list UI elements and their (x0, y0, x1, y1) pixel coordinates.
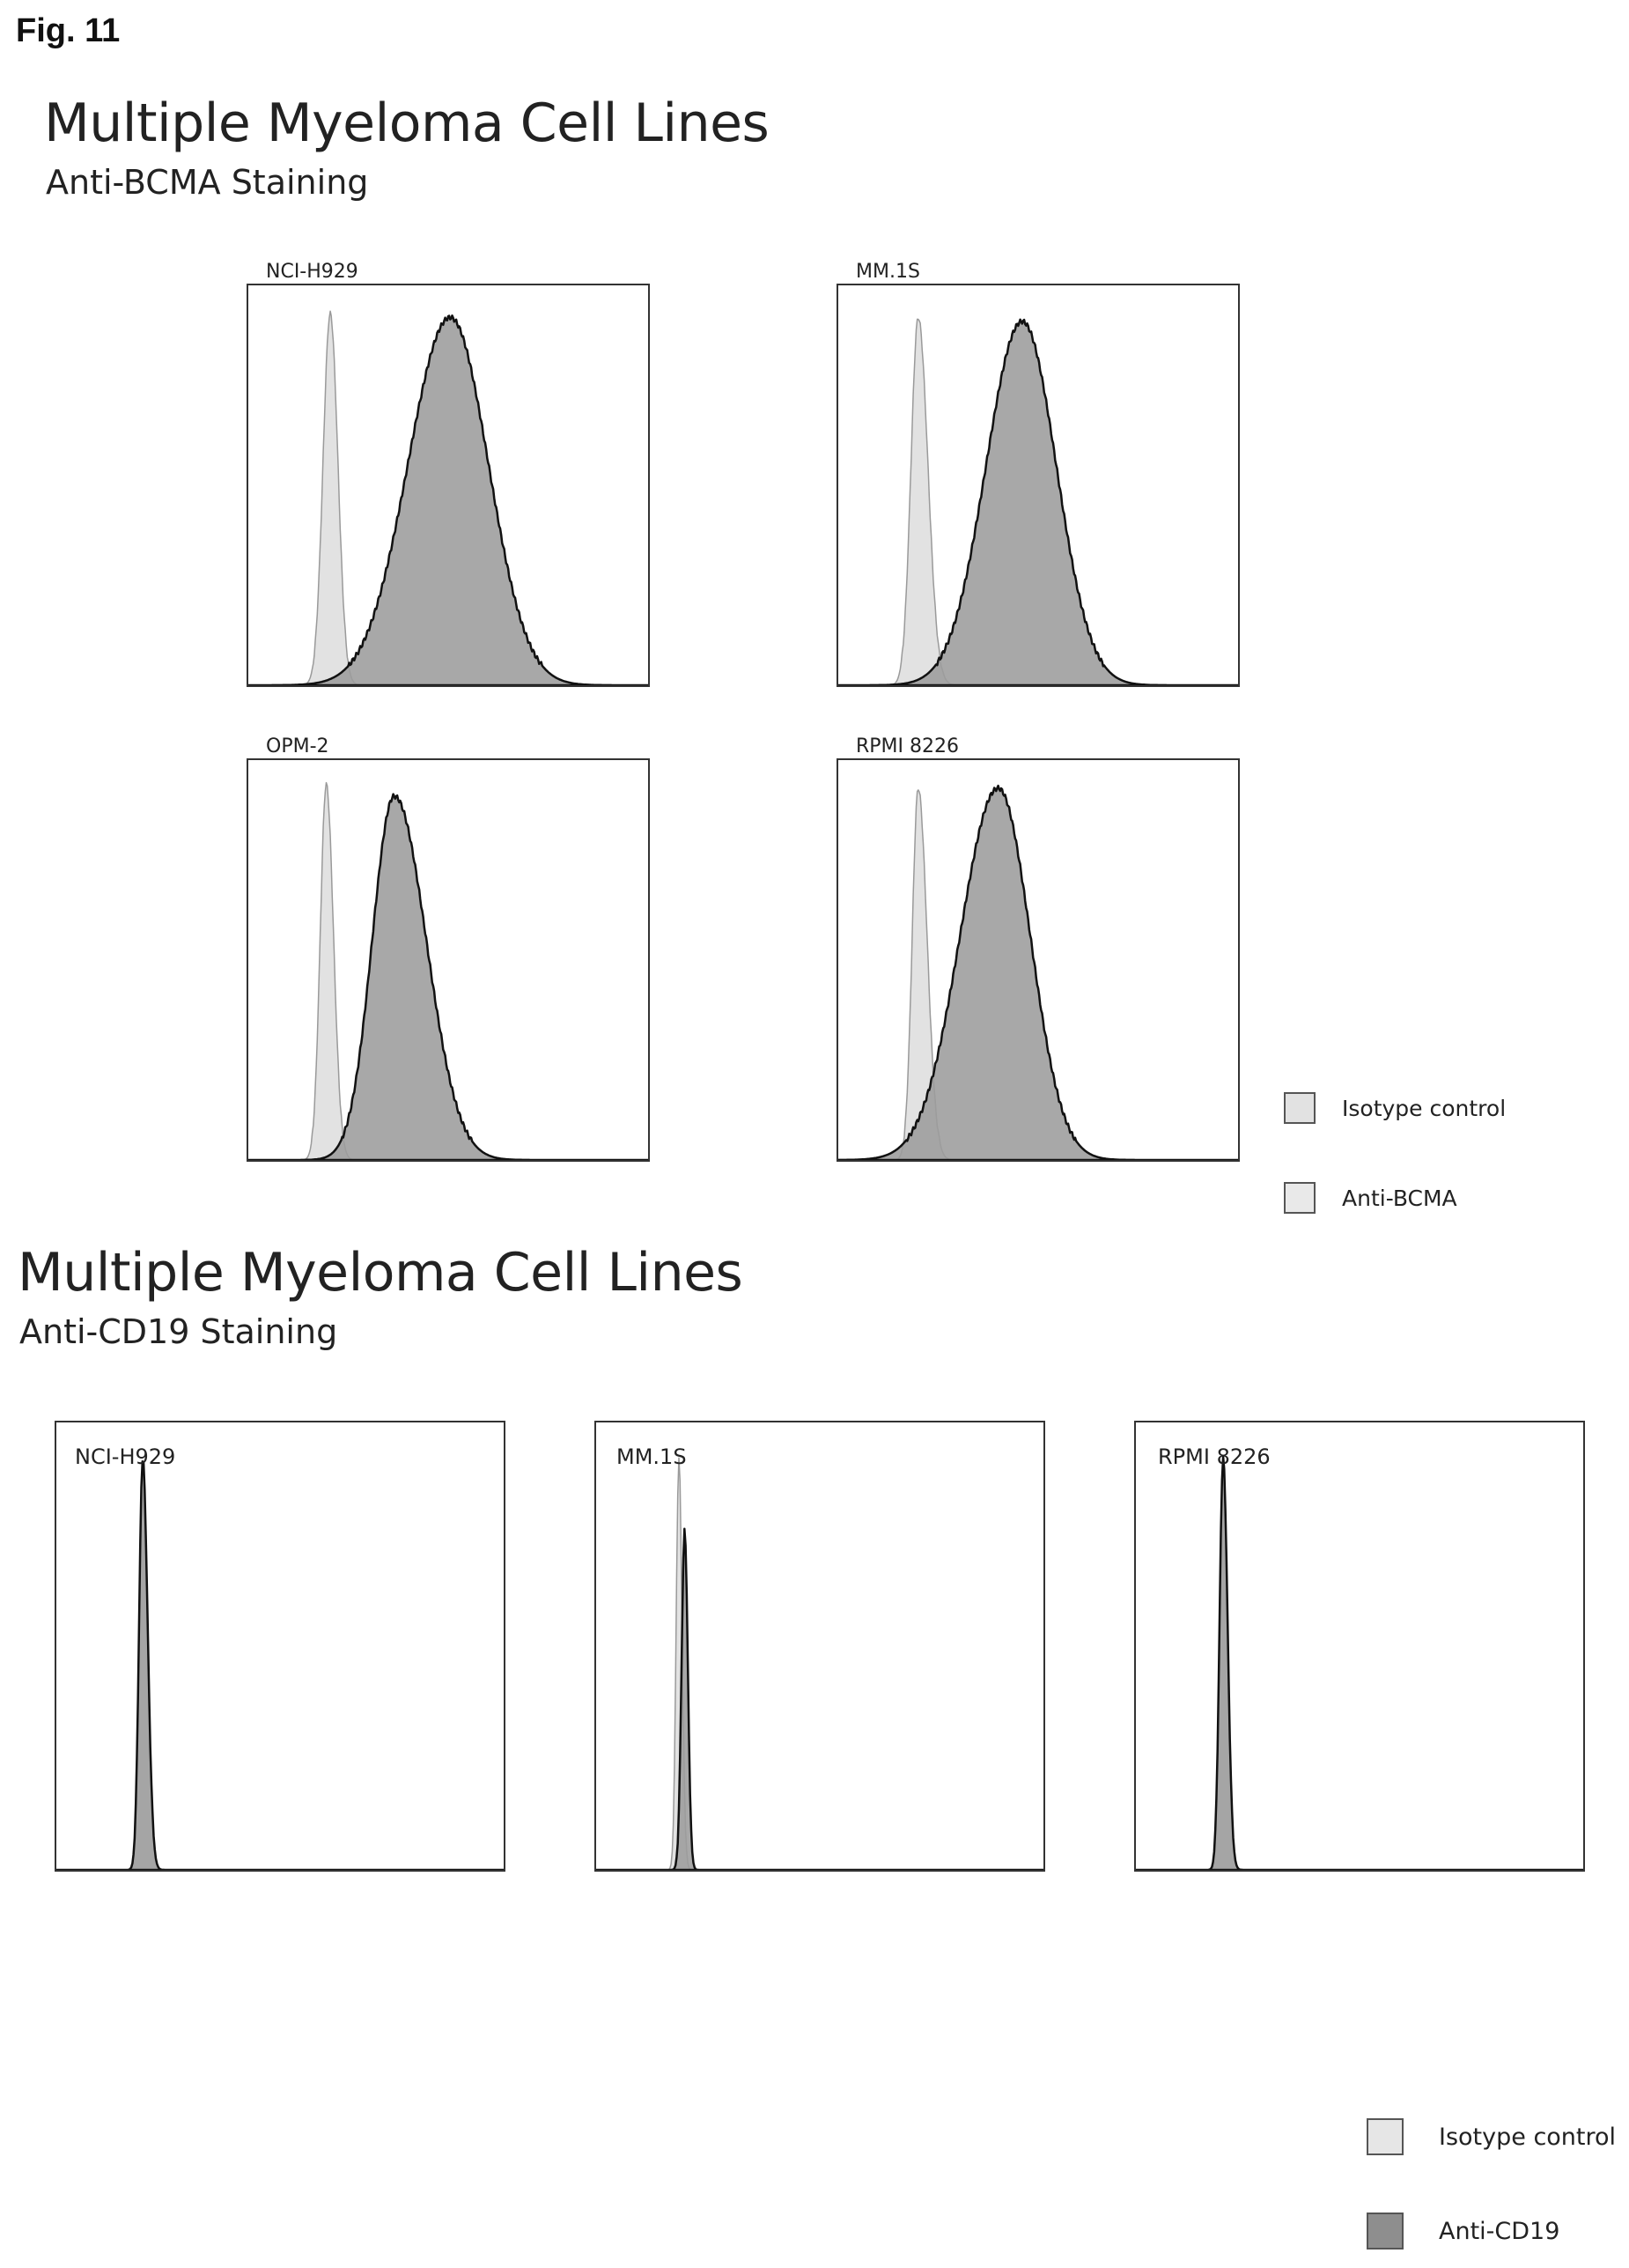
histogram-plot (55, 1421, 505, 1872)
staining-curve (596, 1527, 1043, 1870)
panel-title: MM.1S (616, 1444, 687, 1469)
legend-label: Anti-BCMA (1342, 1185, 1457, 1211)
histogram-svg (248, 781, 648, 1160)
histogram-plot (837, 758, 1240, 1162)
isotype-control-curve (838, 789, 1238, 1160)
isotype-control-curve (248, 310, 648, 685)
legend-label: Anti-CD19 (1439, 2217, 1560, 2245)
section-cd19-subtitle: Anti-CD19 Staining (19, 1312, 338, 1351)
legend-swatch-anti-bcma (1284, 1182, 1316, 1214)
panel-title: OPM-2 (266, 735, 329, 757)
legend-swatch-anti-cd19 (1367, 2213, 1404, 2250)
section-bcma-subtitle: Anti-BCMA Staining (46, 163, 369, 202)
legend-swatch-isotype (1284, 1092, 1316, 1124)
histogram-svg (1136, 1455, 1583, 1870)
staining-curve (1136, 1455, 1583, 1870)
histogram-plot (247, 284, 650, 687)
legend-label: Isotype control (1439, 2123, 1617, 2151)
legend-item-anti-cd19: Anti-CD19 (1367, 2213, 1559, 2250)
panel-title: NCI-H929 (75, 1444, 176, 1469)
histogram-plot (1134, 1421, 1585, 1872)
figure-label: Fig. 11 (16, 12, 121, 49)
legend-swatch-isotype (1367, 2118, 1404, 2155)
staining-curve (838, 784, 1238, 1160)
histogram-plot (594, 1421, 1045, 1872)
isotype-control-curve (1136, 1465, 1583, 1870)
legend-item-isotype-control-cd19: Isotype control (1367, 2118, 1616, 2155)
isotype-control-curve (596, 1457, 1043, 1870)
isotype-control-curve (838, 318, 1238, 685)
histogram-svg (838, 318, 1238, 685)
histogram-svg (838, 784, 1238, 1160)
panel-title: MM.1S (856, 261, 920, 283)
legend-item-anti-bcma: Anti-BCMA (1284, 1182, 1457, 1214)
panel-title: NCI-H929 (266, 261, 358, 283)
histogram-plot (837, 284, 1240, 687)
staining-curve (248, 793, 648, 1160)
histogram-svg (56, 1459, 504, 1870)
isotype-control-curve (56, 1469, 504, 1870)
panel-title: RPMI 8226 (856, 735, 960, 757)
staining-curve (56, 1459, 504, 1870)
section-cd19-title: Multiple Myeloma Cell Lines (18, 1242, 743, 1304)
legend-item-isotype-control: Isotype control (1284, 1092, 1506, 1124)
isotype-control-curve (248, 781, 648, 1160)
staining-curve (248, 314, 648, 685)
section-bcma-title: Multiple Myeloma Cell Lines (44, 92, 770, 154)
legend-label: Isotype control (1342, 1095, 1507, 1121)
staining-curve (838, 318, 1238, 685)
histogram-svg (596, 1457, 1043, 1870)
panel-title: RPMI 8226 (1158, 1444, 1271, 1469)
histogram-plot (247, 758, 650, 1162)
histogram-svg (248, 310, 648, 685)
